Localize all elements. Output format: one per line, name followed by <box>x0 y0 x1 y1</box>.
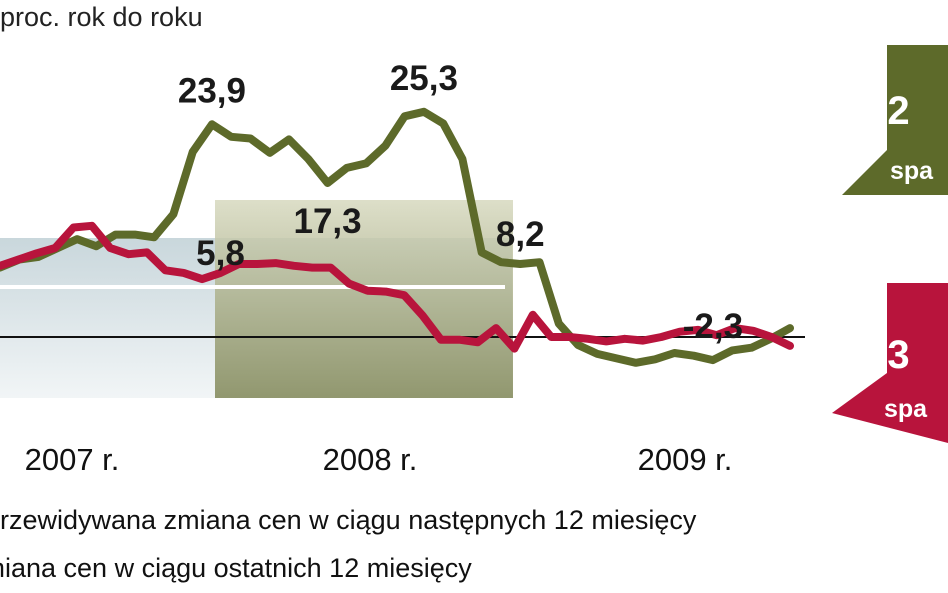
data-label: -2,3 <box>683 307 743 346</box>
x-tick-label: 2008 r. <box>323 442 418 477</box>
callout-forecast: -2 spa <box>832 45 948 205</box>
x-tick-label: 2009 r. <box>638 442 733 477</box>
unit-label: proc. rok do roku <box>0 2 203 32</box>
callout-sub: spa <box>884 395 928 423</box>
callout-value: -3 <box>874 333 910 377</box>
callout-arrow-shape <box>832 283 948 443</box>
legend-forecast: Przewidywana zmiana cen w ciągu następny… <box>0 505 697 535</box>
shade-cut <box>0 398 520 412</box>
legend-actual: Zmiana cen w ciągu ostatnich 12 miesięcy <box>0 553 472 583</box>
callout-actual: -3 spa <box>832 283 948 448</box>
data-label: 25,3 <box>390 59 458 98</box>
series-line-0 <box>0 107 794 367</box>
data-label: 8,2 <box>496 215 545 254</box>
chart-labels: 23,9 25,3 17,3 8,2 -2,3 5,8 2007 r. 2008 r. 2009… <box>25 59 743 477</box>
callout-value: -2 <box>874 89 910 133</box>
data-label: 23,9 <box>178 71 246 110</box>
data-label: 17,3 <box>293 202 361 241</box>
chart-series <box>0 107 794 367</box>
data-label: 5,8 <box>196 234 245 273</box>
shade-2008 <box>215 200 513 408</box>
callout-arrow-shape <box>832 45 948 205</box>
x-tick-label: 2007 r. <box>25 442 120 477</box>
callout-sub: spa <box>890 157 934 185</box>
series-line-1 <box>0 221 794 353</box>
